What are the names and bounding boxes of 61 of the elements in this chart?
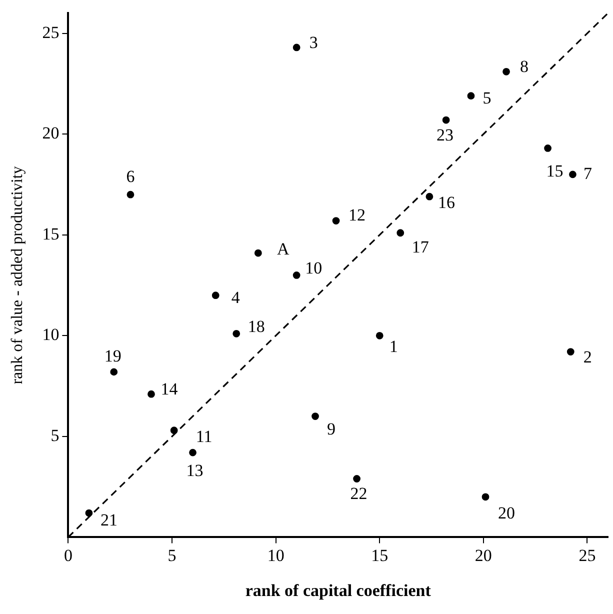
- point: [232, 330, 240, 338]
- x-tick-label: 0: [64, 546, 72, 565]
- annotation: 18: [248, 317, 265, 336]
- point: [170, 426, 178, 434]
- x-tick-label: 10: [267, 546, 284, 565]
- point: [292, 272, 300, 279]
- x-axis-title: rank of capital coefficient: [245, 581, 432, 600]
- annotation: 21: [100, 510, 118, 530]
- annotation: 8: [520, 57, 529, 76]
- annotation: 19: [104, 346, 122, 366]
- point: [482, 493, 490, 501]
- y-tick-label: 15: [42, 224, 60, 244]
- point: [566, 348, 574, 356]
- point: [502, 68, 510, 76]
- point: [148, 390, 155, 398]
- point: [544, 144, 552, 152]
- annotation: 10: [305, 258, 322, 278]
- annotation: 14: [160, 380, 178, 399]
- y-tick-label: 5: [50, 426, 60, 445]
- point: [442, 116, 450, 124]
- annotation: 13: [186, 461, 204, 480]
- annotation: 3: [309, 32, 318, 52]
- x-tick-label: 5: [168, 546, 176, 565]
- annotation: 17: [412, 237, 430, 256]
- point: [426, 192, 434, 200]
- annotation: 6: [126, 167, 135, 186]
- annotation: A: [277, 240, 290, 258]
- point: [353, 475, 360, 482]
- x-tick-label: 20: [474, 546, 492, 565]
- point: [212, 292, 220, 300]
- point: [85, 509, 93, 517]
- point: [332, 217, 340, 224]
- point: [569, 170, 576, 178]
- annotation: 12: [348, 205, 366, 224]
- y-axis-title: rank of value - added productivity: [8, 166, 26, 384]
- point: [189, 448, 196, 456]
- point: [396, 229, 404, 237]
- point: [467, 92, 475, 100]
- y-tick-label: 20: [42, 124, 60, 143]
- annotation: 4: [231, 288, 240, 307]
- point: [376, 332, 384, 340]
- y-tick-label: 10: [42, 325, 60, 344]
- point: [110, 368, 118, 376]
- annotation: 22: [350, 484, 368, 504]
- annotation: 2: [583, 347, 592, 366]
- annotation: 1: [389, 337, 398, 356]
- annotation: 9: [327, 420, 336, 439]
- annotation: 15: [546, 162, 564, 181]
- annotation: 16: [438, 193, 455, 212]
- annotation: 20: [498, 503, 516, 522]
- point: [292, 44, 300, 52]
- x-tick-label: 15: [371, 546, 388, 565]
- point: [312, 412, 319, 420]
- point: [254, 249, 262, 257]
- x-tick-label: 25: [578, 546, 596, 565]
- annotation: 5: [482, 88, 492, 108]
- y-tick-label: 25: [42, 22, 60, 42]
- annotation: 7: [583, 164, 592, 183]
- point: [126, 190, 134, 198]
- annotation: 11: [196, 426, 212, 446]
- annotation: 23: [436, 125, 454, 144]
